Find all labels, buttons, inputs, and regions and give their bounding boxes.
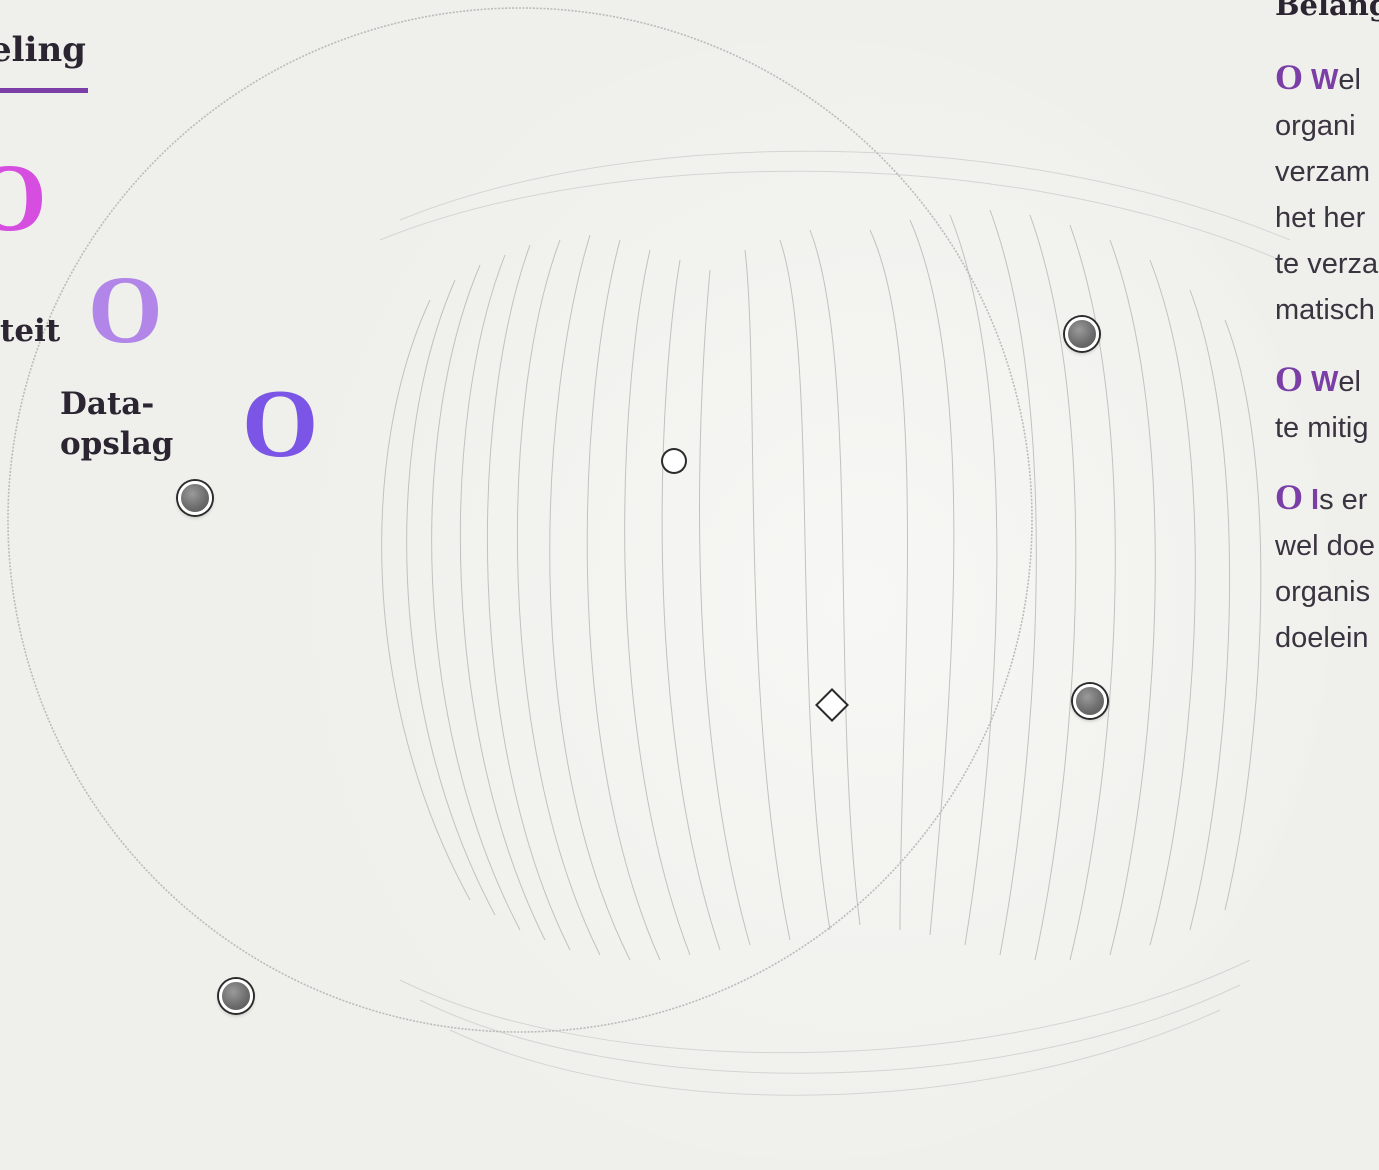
- panel-title: Belang: [1275, 0, 1379, 22]
- topic-marker-magenta[interactable]: O: [0, 144, 47, 251]
- topic-label-line: opslag: [60, 426, 174, 462]
- question-line: organi: [1275, 110, 1356, 142]
- topic-marker-violet[interactable]: O: [242, 370, 319, 478]
- question-text: s er: [1319, 484, 1368, 516]
- topic-label-dataopslag[interactable]: Data- opslag: [60, 384, 260, 464]
- question-line: verzam: [1275, 156, 1371, 188]
- question-marker-icon[interactable]: O: [1275, 359, 1304, 399]
- question-first-line: O Is er: [1275, 474, 1375, 523]
- topic-label-line: Data-: [60, 386, 155, 422]
- tab-active-underline: [0, 88, 88, 93]
- question-line: doelein: [1275, 622, 1369, 654]
- hotspot-dot-icon[interactable]: [663, 450, 685, 472]
- question-marker-icon[interactable]: O: [1275, 57, 1304, 97]
- topic-label-teit[interactable]: teit: [0, 313, 61, 349]
- topic-marker-lilac[interactable]: O: [88, 256, 163, 363]
- hotspot-circle-icon[interactable]: [178, 481, 212, 515]
- question-text: el: [1338, 366, 1361, 398]
- question-line: wel doe: [1275, 530, 1375, 562]
- question-3: O Is er wel doe organis doelein: [1275, 474, 1375, 661]
- question-lead-letter: I: [1311, 484, 1320, 516]
- hotspot-circle-icon[interactable]: [219, 979, 253, 1013]
- question-1: O Wel organi verzam het her te verza mati…: [1275, 54, 1378, 333]
- question-first-line: O Wel: [1275, 54, 1378, 103]
- question-lead-letter: W: [1311, 64, 1339, 96]
- hotspot-circle-icon[interactable]: [1065, 317, 1099, 351]
- question-line: het her: [1275, 202, 1366, 234]
- question-line: organis: [1275, 576, 1371, 608]
- question-lead-letter: W: [1311, 366, 1339, 398]
- question-line: matisch: [1275, 294, 1375, 326]
- question-text: el: [1338, 64, 1361, 96]
- hotspot-circle-icon[interactable]: [1073, 684, 1107, 718]
- tab-heading[interactable]: eling: [0, 30, 86, 70]
- question-2: O Wel te mitig: [1275, 356, 1368, 451]
- question-marker-icon[interactable]: O: [1275, 477, 1304, 517]
- question-first-line: O Wel: [1275, 356, 1368, 405]
- question-line: te verza: [1275, 248, 1379, 280]
- question-line: te mitig: [1275, 412, 1369, 444]
